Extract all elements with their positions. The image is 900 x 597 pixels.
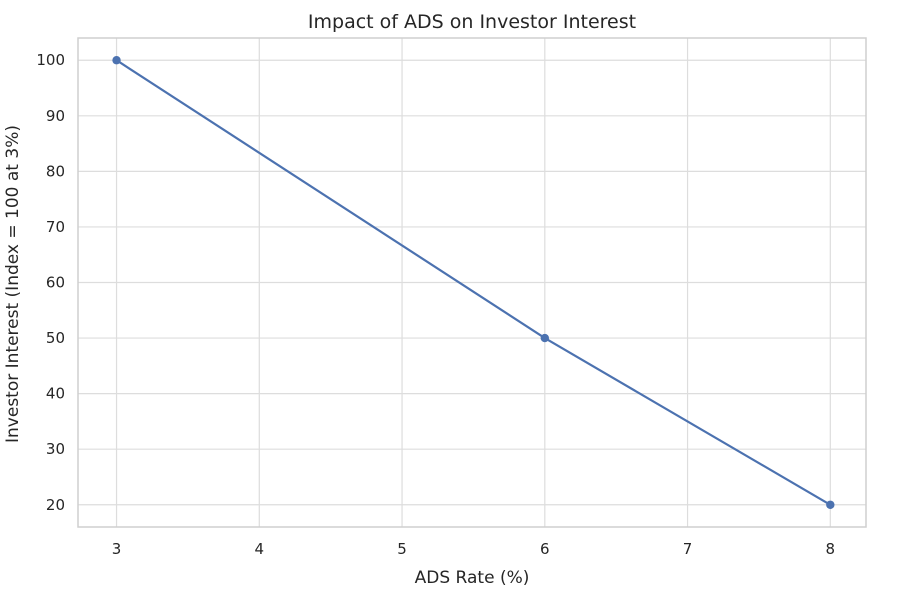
series-layer <box>112 56 835 509</box>
tick-labels: 3 4 5 6 7 8 20 30 40 50 60 70 80 90 100 <box>36 51 835 558</box>
data-point <box>112 56 121 65</box>
y-tick-label: 20 <box>46 496 65 514</box>
x-tick-label: 3 <box>112 540 122 558</box>
y-tick-label: 70 <box>46 218 65 236</box>
plot-frame <box>77 37 867 528</box>
data-point <box>826 500 835 509</box>
data-point <box>540 333 550 343</box>
grid-lines <box>78 38 866 527</box>
y-axis-label: Investor Interest (Index = 100 at 3%) <box>3 125 23 443</box>
y-tick-label: 40 <box>46 385 65 403</box>
x-tick-label: 5 <box>397 540 407 558</box>
x-tick-label: 7 <box>683 540 693 558</box>
y-tick-label: 50 <box>46 329 65 347</box>
x-tick-label: 4 <box>255 540 265 558</box>
y-tick-label: 80 <box>46 162 65 180</box>
y-tick-label: 30 <box>46 440 65 458</box>
x-tick-label: 6 <box>540 540 550 558</box>
x-tick-label: 8 <box>826 540 836 558</box>
chart-title: Impact of ADS on Investor Interest <box>308 11 636 33</box>
y-tick-label: 60 <box>46 274 65 292</box>
y-tick-label: 90 <box>46 107 65 125</box>
x-axis-label: ADS Rate (%) <box>415 568 530 588</box>
y-tick-label: 100 <box>36 51 65 69</box>
